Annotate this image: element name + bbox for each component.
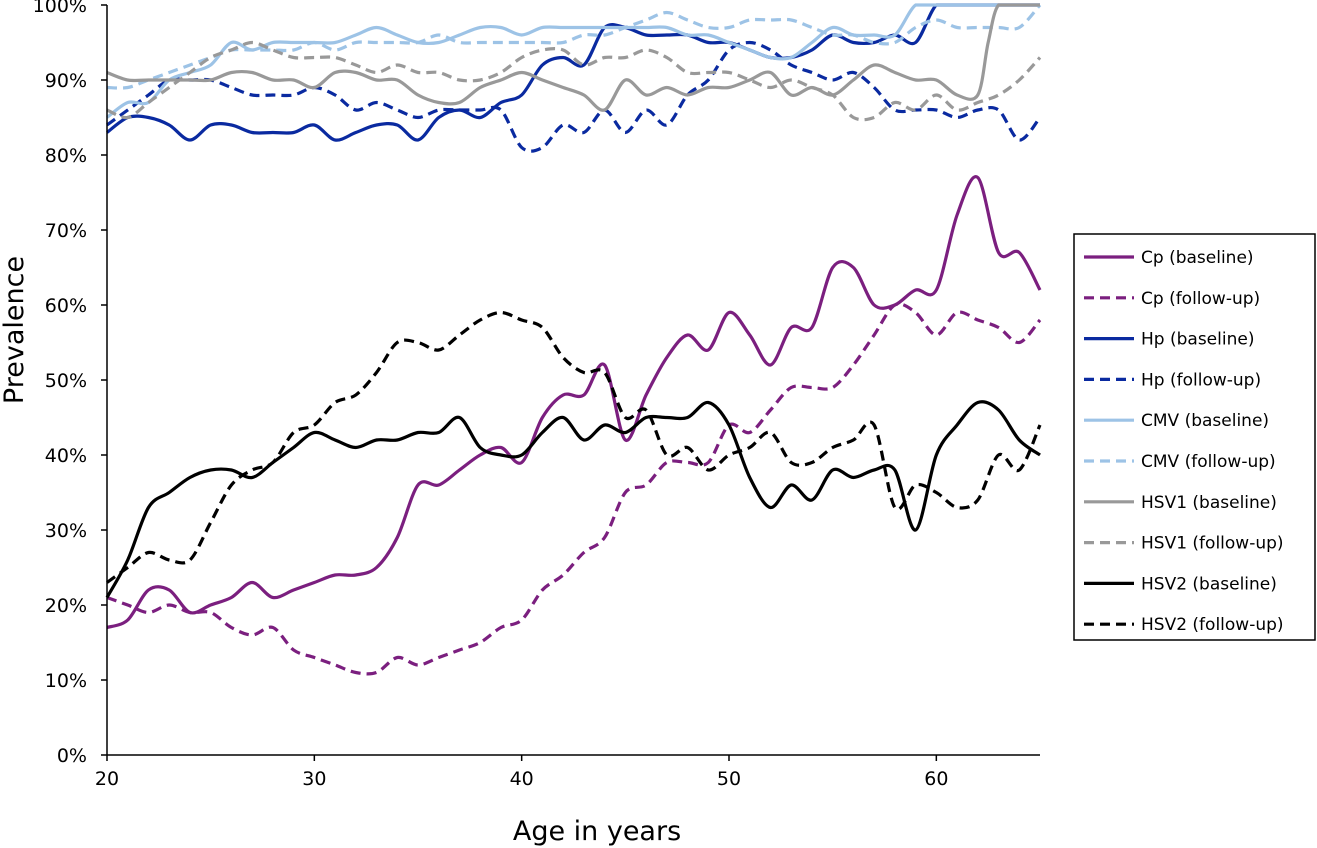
legend-label-cmv-follow-up: CMV (follow-up) <box>1141 452 1276 472</box>
y-tick-label: 70% <box>45 220 87 242</box>
series-line-cp-follow-up <box>106 302 1042 676</box>
y-tick-label: 20% <box>45 595 87 617</box>
legend-label-cp-follow-up: Cp (follow-up) <box>1141 289 1260 309</box>
series-line-hsv1-follow-up <box>106 40 1042 122</box>
legend-label-hp-follow-up: Hp (follow-up) <box>1141 370 1261 390</box>
legend-label-hsv2-baseline: HSV2 (baseline) <box>1141 574 1277 594</box>
y-tick-label: 60% <box>45 295 87 317</box>
series-line-cmv-follow-up <box>106 3 1042 90</box>
legend-label-hsv2-follow-up: HSV2 (follow-up) <box>1141 615 1284 635</box>
legend-label-cmv-baseline: CMV (baseline) <box>1141 411 1269 431</box>
y-tick-label: 40% <box>45 445 87 467</box>
x-tick-label: 50 <box>717 768 741 790</box>
series-line-cp-baseline <box>106 175 1042 630</box>
y-tick-label: 90% <box>45 70 87 92</box>
x-tick-label: 40 <box>510 768 534 790</box>
x-tick-label: 60 <box>924 768 948 790</box>
legend-label-hp-baseline: Hp (baseline) <box>1141 330 1254 350</box>
x-tick-label: 20 <box>95 768 119 790</box>
legend: Cp (baseline) Cp (follow-up) Hp (baseline)… <box>1073 233 1316 641</box>
series-line-hp-follow-up <box>106 40 1042 153</box>
series-line-hsv1-baseline <box>106 3 1040 112</box>
legend-box <box>1073 233 1316 641</box>
y-tick-label: 100% <box>33 0 87 17</box>
ticks-layer: 0% 10% 20% 30% 40% 50% 60% 70% 80% 90% 100% 20 30 40 5… <box>33 0 949 790</box>
series-layer <box>105 3 1042 676</box>
series-line-hsv2-baseline <box>105 400 1041 599</box>
legend-label-cp-baseline: Cp (baseline) <box>1141 248 1254 268</box>
legend-label-hsv1-follow-up: HSV1 (follow-up) <box>1141 534 1284 554</box>
x-axis-title: Age in years <box>513 816 681 847</box>
y-tick-label: 30% <box>45 520 87 542</box>
y-tick-label: 50% <box>45 370 87 392</box>
y-tick-label: 0% <box>57 745 87 767</box>
x-tick-label: 30 <box>302 768 326 790</box>
y-tick-label: 80% <box>45 145 87 167</box>
y-tick-label: 10% <box>45 670 87 692</box>
y-axis-title: Prevalence <box>0 256 30 404</box>
axes-layer <box>106 5 1040 756</box>
series-line-hsv2-follow-up <box>106 310 1042 584</box>
legend-label-hsv1-baseline: HSV1 (baseline) <box>1141 493 1277 513</box>
